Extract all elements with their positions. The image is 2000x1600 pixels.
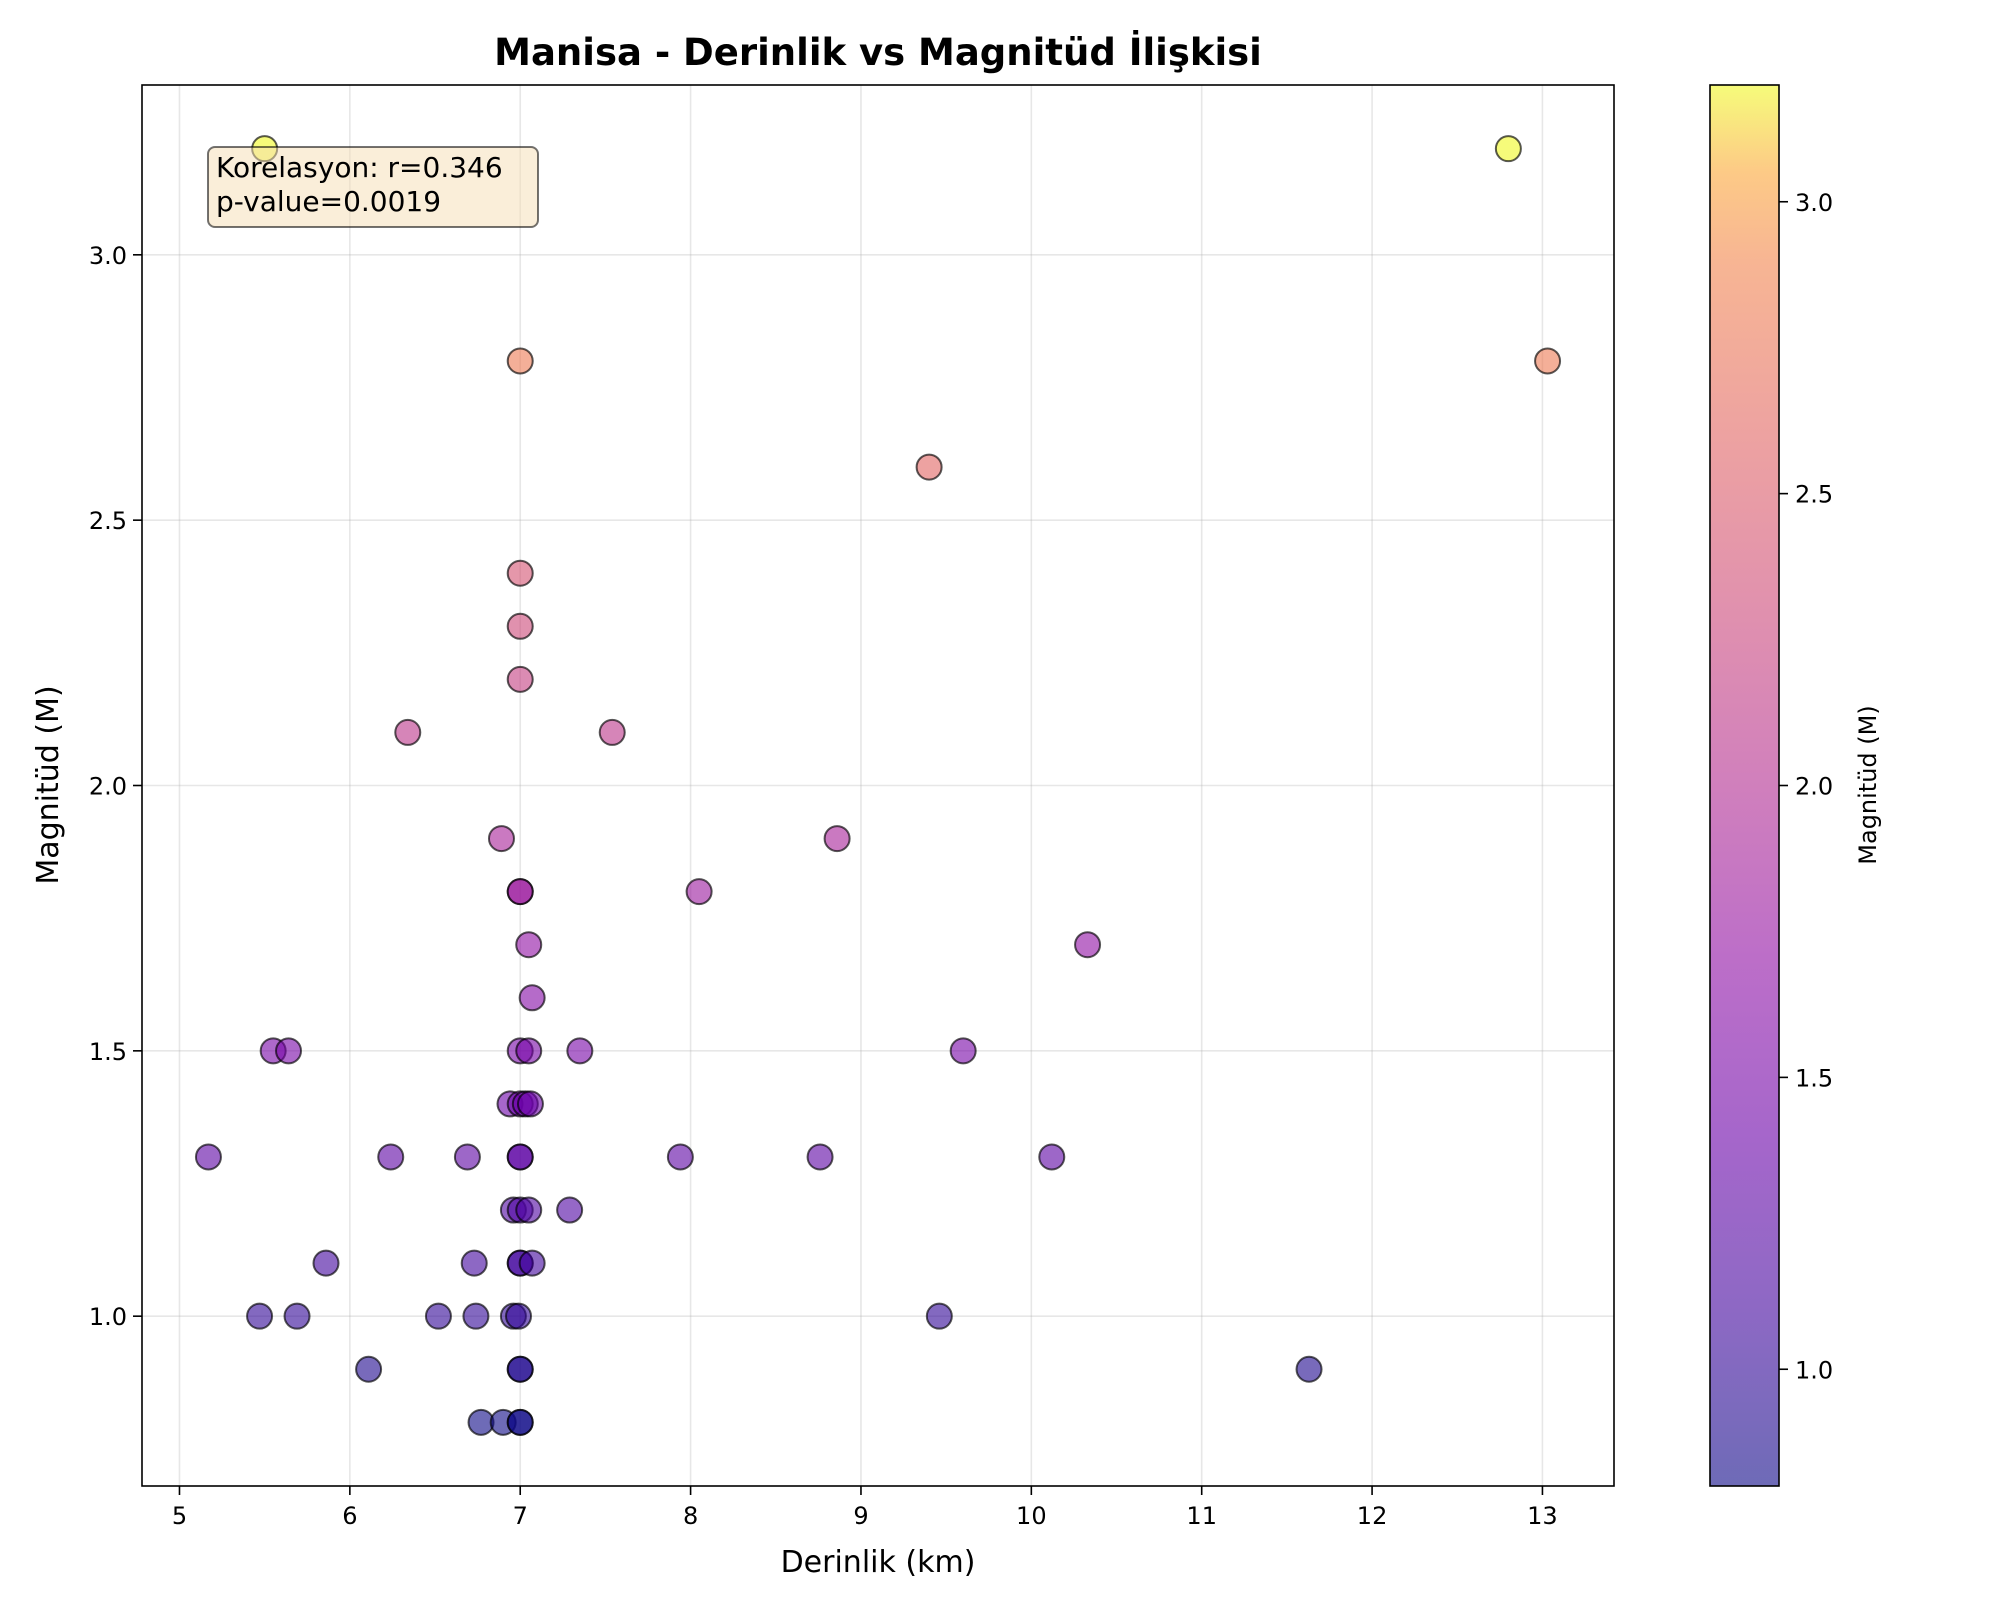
scatter-point (518, 1249, 546, 1277)
scatter-point (806, 1143, 834, 1171)
scatter-point (506, 559, 534, 587)
scatter-point (518, 984, 546, 1012)
scatter-point (506, 1143, 534, 1171)
scatter-point (598, 718, 626, 746)
x-tick-label: 6 (342, 1502, 357, 1530)
colorbar-tick-label: 2.0 (1795, 773, 1833, 801)
scatter-point (516, 1090, 544, 1118)
scatter-point (460, 1249, 488, 1277)
scatter-point (377, 1143, 405, 1171)
scatter-point (556, 1196, 584, 1224)
scatter-point (283, 1302, 311, 1330)
x-tick-label: 5 (172, 1502, 187, 1530)
scatter-point (1494, 135, 1522, 163)
colorbar-label: Magnitüd (M) (1854, 705, 1882, 864)
colorbar-ticks: 1.0 1.5 2.0 2.5 3.0 (1779, 189, 1833, 1384)
scatter-point (506, 347, 534, 375)
x-axis: 5 6 7 8 9 10 11 12 13 (172, 1486, 1558, 1530)
x-tick-label: 12 (1357, 1502, 1388, 1530)
colorbar-gradient (1710, 85, 1779, 1486)
colorbar-tick-label: 1.5 (1795, 1064, 1833, 1092)
annotation-line-correlation: Korelasyon: r=0.346 (216, 151, 503, 184)
scatter-point (394, 718, 422, 746)
scatter-point (505, 1302, 533, 1330)
x-tick-label: 9 (853, 1502, 868, 1530)
y-tick-label: 1.5 (89, 1038, 127, 1066)
y-tick-label: 1.0 (89, 1303, 127, 1331)
chart-title: Manisa - Derinlik vs Magnitüd İlişkisi (494, 30, 1262, 74)
scatter-point (506, 878, 534, 906)
scatter-point (506, 1408, 534, 1436)
x-tick-label: 13 (1527, 1502, 1558, 1530)
grid (142, 85, 1614, 1486)
scatter-point (462, 1302, 490, 1330)
x-tick-label: 8 (683, 1502, 698, 1530)
colorbar-tick-label: 1.0 (1795, 1356, 1833, 1384)
y-axis: 1.0 1.5 2.0 2.5 3.0 (89, 242, 142, 1331)
annotation-line-pvalue: p-value=0.0019 (216, 185, 441, 218)
scatter-point (424, 1302, 452, 1330)
x-tick-label: 7 (513, 1502, 528, 1530)
annotation-box (207, 146, 539, 228)
scatter-point (685, 878, 713, 906)
x-axis-label: Derinlik (km) (781, 1545, 976, 1580)
colorbar-tick-label: 3.0 (1795, 189, 1833, 217)
scatter-point (506, 665, 534, 693)
colorbar-tick-label: 2.5 (1795, 481, 1833, 509)
correlation-annotation: Korelasyon: r=0.346 p-value=0.0019 (207, 146, 539, 228)
scatter-point (925, 1302, 953, 1330)
scatter-point (515, 1196, 543, 1224)
scatter-point (515, 1037, 543, 1065)
y-tick-label: 2.0 (89, 773, 127, 801)
x-tick-label: 10 (1016, 1502, 1047, 1530)
scatter-point (487, 825, 515, 853)
data-points (194, 135, 1562, 1436)
scatter-point (1295, 1355, 1323, 1383)
x-tick-label: 11 (1186, 1502, 1217, 1530)
scatter-point (949, 1037, 977, 1065)
scatter-point (506, 1355, 534, 1383)
scatter-point (515, 931, 543, 959)
scatter-point (666, 1143, 694, 1171)
scatter-point (1038, 1143, 1066, 1171)
scatter-point (1074, 931, 1102, 959)
scatter-point (453, 1143, 481, 1171)
y-axis-label: Magnitüd (M) (31, 685, 66, 884)
scatter-point (506, 612, 534, 640)
y-tick-label: 3.0 (89, 242, 127, 270)
scatter-point (194, 1143, 222, 1171)
scatter-point (1534, 347, 1562, 375)
colorbar: 1.0 1.5 2.0 2.5 3.0 Magnitüd (M) (1709, 84, 1882, 1487)
scatter-point (246, 1302, 274, 1330)
scatter-point (915, 453, 943, 481)
y-tick-label: 2.5 (89, 507, 127, 535)
scatter-point (823, 825, 851, 853)
scatter-point (566, 1037, 594, 1065)
scatter-point (312, 1249, 340, 1277)
scatter-point (355, 1355, 383, 1383)
scatter-point (275, 1037, 303, 1065)
